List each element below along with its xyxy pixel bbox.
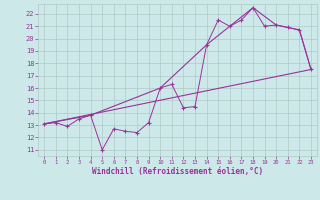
X-axis label: Windchill (Refroidissement éolien,°C): Windchill (Refroidissement éolien,°C) (92, 167, 263, 176)
